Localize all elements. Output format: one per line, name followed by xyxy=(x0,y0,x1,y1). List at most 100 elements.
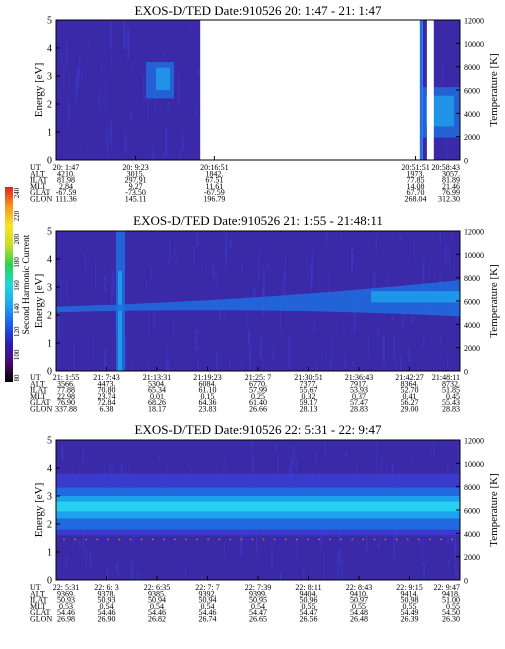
info-value: 52.70 xyxy=(401,386,419,395)
info-value: 22: 9:15 xyxy=(396,583,422,592)
y2-tick-label: 2000 xyxy=(464,553,480,562)
info-value: 9392. xyxy=(199,589,217,598)
info-value: 9410. xyxy=(350,589,368,598)
info-value: 64.36 xyxy=(199,398,217,407)
info-value: 23.74 xyxy=(98,392,116,401)
info-value: 0.55 xyxy=(302,602,316,611)
info-value: 0.25 xyxy=(251,392,265,401)
info-value: 76.99 xyxy=(442,188,460,197)
info-row-label: GLON xyxy=(30,615,52,624)
spectrogram xyxy=(56,19,460,161)
y-tick-label: 2 xyxy=(47,311,52,322)
info-row-label: MLT xyxy=(30,392,46,401)
info-value: 0.45 xyxy=(446,392,460,401)
info-value: 0.55 xyxy=(352,602,366,611)
info-value: 0.01 xyxy=(150,392,164,401)
y2-tick-label: 8000 xyxy=(464,274,480,283)
info-value: 21:30:51 xyxy=(294,373,322,382)
y-tick-label: 2 xyxy=(47,100,52,111)
info-row-label: ILAT xyxy=(30,386,47,395)
y-tick-label: 3 xyxy=(47,283,52,294)
info-value: 6770. xyxy=(249,379,267,388)
info-value: 20:58:43 xyxy=(432,163,460,172)
info-value: 50.94 xyxy=(199,596,217,605)
info-value: 1842. xyxy=(205,169,223,178)
info-value: 9378. xyxy=(98,589,116,598)
y2-tick-label: 8000 xyxy=(464,483,480,492)
y2-tick-label: 0 xyxy=(464,577,468,586)
y-tick-label: 4 xyxy=(47,464,52,475)
info-value: 0.32 xyxy=(302,392,316,401)
y2-tick-label: 12000 xyxy=(464,228,484,237)
panel-1: EXOS-D/TED Date:910526 20: 1:47 - 21: 1:… xyxy=(30,3,500,204)
y-tick-label: 0 xyxy=(47,367,52,378)
info-value: 61.40 xyxy=(249,398,267,407)
info-value: 28.83 xyxy=(350,405,368,414)
info-value: 51.85 xyxy=(442,386,460,395)
info-value: 28.13 xyxy=(300,405,318,414)
info-value: 145.11 xyxy=(125,195,147,204)
colorbar-label: Second Harmonic Current xyxy=(22,234,32,334)
info-value: 26.56 xyxy=(300,615,318,624)
info-value: 50.97 xyxy=(350,596,368,605)
info-value: 7917. xyxy=(350,379,368,388)
colorbar-tick-label: 220 xyxy=(13,210,21,221)
info-row-label: GLON xyxy=(30,195,52,204)
info-value: 21.46 xyxy=(442,182,460,191)
info-value: 76.90 xyxy=(57,398,75,407)
info-value: 9404. xyxy=(300,589,318,598)
info-value: 65.34 xyxy=(148,386,166,395)
info-value: 14.08 xyxy=(407,182,425,191)
info-value: 57.47 xyxy=(350,398,368,407)
info-value: 67.70 xyxy=(407,188,425,197)
info-value: 50.93 xyxy=(98,596,116,605)
info-value: 67.51 xyxy=(205,176,223,185)
info-value: 297.91 xyxy=(125,176,147,185)
colorbar-tick-label: 140 xyxy=(13,303,21,314)
colorbar-tick-label: 80 xyxy=(13,374,21,382)
info-value: 70.80 xyxy=(98,386,116,395)
y-tick-label: 2 xyxy=(47,520,52,531)
info-value: 9418. xyxy=(442,589,460,598)
data-gap xyxy=(426,19,434,161)
info-value: 54.47 xyxy=(300,608,318,617)
info-value: 55.43 xyxy=(442,398,460,407)
y-tick-label: 3 xyxy=(47,492,52,503)
info-value: 312.30 xyxy=(438,195,460,204)
info-value: 4473. xyxy=(98,379,116,388)
info-row-label: ILAT xyxy=(30,596,47,605)
info-value: 77.85 xyxy=(407,176,425,185)
info-value: 0.54 xyxy=(100,602,114,611)
y-tick-label: 4 xyxy=(47,44,52,55)
y2-tick-label: 4000 xyxy=(464,530,480,539)
y2-tick-label: 10000 xyxy=(464,460,484,469)
info-value: 22: 6: 3 xyxy=(94,583,118,592)
y2-tick-label: 6000 xyxy=(464,298,480,307)
info-value: 22: 8:11 xyxy=(295,583,321,592)
info-value: 26.48 xyxy=(350,615,368,624)
info-value: 9385. xyxy=(148,589,166,598)
y-tick-label: 4 xyxy=(47,255,52,266)
info-value: 26.90 xyxy=(98,615,116,624)
info-row-label: UT xyxy=(30,163,41,172)
y2-tick-label: 4000 xyxy=(464,321,480,330)
y-tick-label: 1 xyxy=(47,128,52,139)
info-value: 50.93 xyxy=(57,596,75,605)
info-value: 21:48:11 xyxy=(432,373,460,382)
info-value: 21:19:23 xyxy=(193,373,221,382)
info-value: 22: 8:43 xyxy=(346,583,372,592)
info-row-label: ILAT xyxy=(30,176,47,185)
y2-tick-label: 12000 xyxy=(464,437,484,446)
info-value: 9.27 xyxy=(129,182,143,191)
info-value: 7377. xyxy=(300,379,318,388)
info-row-label: UT xyxy=(30,583,41,592)
colorbar-tick-label: 240 xyxy=(13,187,21,198)
y-tick-label: 0 xyxy=(47,576,52,587)
info-value: 54.47 xyxy=(249,608,267,617)
info-value: 61.10 xyxy=(199,386,217,395)
colorbar: 80 100 120 140 160 180 200 220 240 Second Harmoni… xyxy=(5,187,32,382)
info-value: 0.53 xyxy=(59,602,73,611)
info-value: 29.00 xyxy=(401,405,419,414)
info-value: 0.54 xyxy=(150,602,164,611)
colorbar-tick-label: 100 xyxy=(13,349,21,360)
